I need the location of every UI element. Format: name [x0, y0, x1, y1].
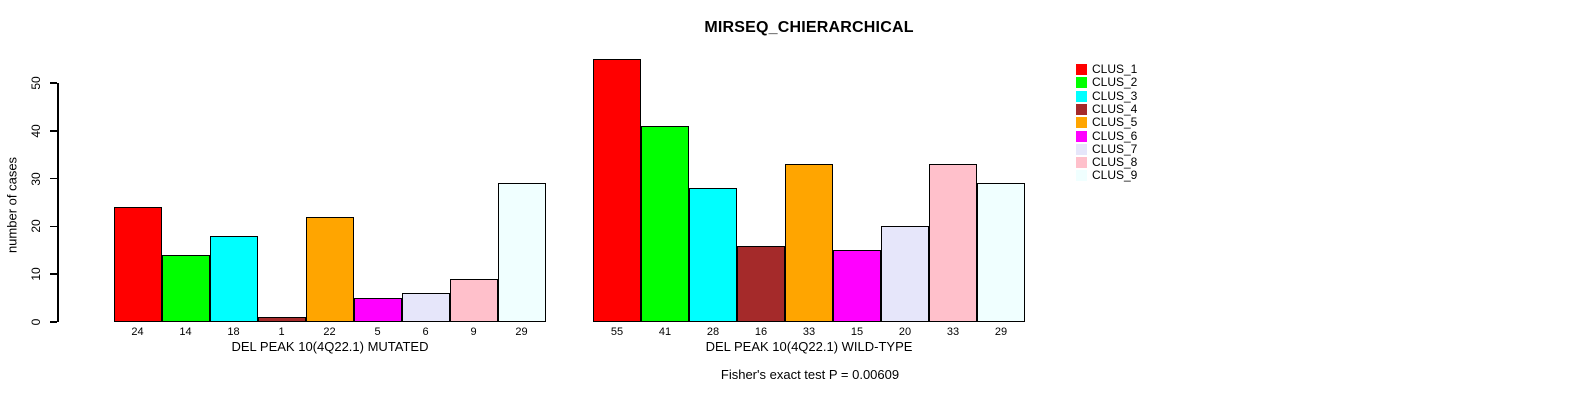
- bar-wildtype-clus-1: [593, 59, 641, 322]
- bar-wildtype-clus-3: [689, 188, 737, 322]
- legend-swatch: [1076, 103, 1087, 115]
- bar-value-label: 28: [706, 326, 720, 338]
- y-axis-tick: [50, 82, 57, 84]
- bar-value-label: 9: [470, 326, 477, 338]
- y-axis-tick: [50, 273, 57, 275]
- bar-value-label: 20: [898, 326, 912, 338]
- bar-value-label: 1: [278, 326, 285, 338]
- y-axis-tick: [50, 177, 57, 180]
- bar-mutated-clus-2: [161, 255, 210, 322]
- y-axis-tick: [50, 321, 57, 323]
- legend-label: CLUS_5: [1092, 115, 1138, 130]
- y-axis-line: [57, 83, 59, 322]
- x-axis-label-mutated: DEL PEAK 10(4Q22.1) MUTATED: [231, 339, 429, 354]
- bar-wildtype-clus-6: [833, 250, 881, 322]
- bar-wildtype-clus-4: [737, 245, 785, 322]
- bar-wildtype-clus-5: [785, 164, 833, 322]
- bar-mutated-clus-9: [497, 183, 546, 322]
- legend-swatch: [1076, 130, 1087, 142]
- y-axis-tick: [50, 130, 57, 132]
- legend-label: CLUS_7: [1092, 141, 1138, 156]
- legend-label: CLUS_8: [1092, 155, 1138, 170]
- bar-wildtype-clus-7: [881, 226, 929, 322]
- y-axis-tick-label: 10: [29, 267, 43, 281]
- bar-value-label: 41: [658, 326, 672, 338]
- y-axis-tick-label: 20: [29, 219, 43, 234]
- chart-title: MIRSEQ_CHIERARCHICAL: [704, 19, 914, 36]
- bar-value-label: 18: [227, 326, 240, 338]
- bar-value-label: 24: [131, 326, 144, 338]
- legend-label: CLUS_6: [1092, 128, 1138, 143]
- legend-swatch: [1076, 117, 1087, 129]
- x-axis-label-wildtype: DEL PEAK 10(4Q22.1) WILD-TYPE: [705, 339, 913, 354]
- bar-wildtype-clus-9: [977, 183, 1025, 322]
- bar-value-label: 15: [850, 326, 864, 338]
- legend-swatch: [1076, 77, 1087, 89]
- y-axis-tick-label: 30: [29, 171, 43, 186]
- legend-label: CLUS_2: [1092, 75, 1138, 90]
- bar-value-label: 22: [323, 326, 336, 338]
- bar-value-label: 6: [422, 326, 429, 338]
- legend-label: CLUS_9: [1092, 168, 1138, 183]
- legend-swatch: [1076, 90, 1087, 102]
- bar-mutated-clus-5: [305, 216, 354, 322]
- bar-value-label: 33: [946, 326, 960, 338]
- y-axis-label: number of cases: [4, 156, 20, 254]
- legend-swatch: [1076, 143, 1087, 155]
- bar-mutated-clus-7: [401, 293, 450, 322]
- legend-swatch: [1076, 170, 1087, 182]
- legend-label: CLUS_3: [1092, 88, 1138, 103]
- bar-mutated-clus-6: [353, 298, 402, 322]
- bar-mutated-clus-3: [209, 235, 258, 322]
- bar-value-label: 29: [515, 326, 528, 338]
- y-axis-tick-label: 50: [29, 76, 43, 90]
- legend-swatch: [1076, 64, 1087, 75]
- bar-wildtype-clus-2: [641, 126, 689, 322]
- pvalue-footnote: Fisher's exact test P = 0.00609: [720, 367, 900, 382]
- bar-mutated-clus-8: [449, 278, 498, 322]
- bar-wildtype-clus-8: [929, 164, 977, 322]
- bar-value-label: 14: [179, 326, 192, 338]
- legend-label: CLUS_1: [1092, 62, 1138, 76]
- legend-swatch: [1076, 157, 1087, 169]
- bar-value-label: 33: [802, 326, 816, 338]
- y-axis-tick: [50, 225, 57, 228]
- bar-value-label: 55: [610, 326, 624, 338]
- bar-value-label: 29: [994, 326, 1008, 338]
- legend-label: CLUS_4: [1092, 101, 1138, 116]
- y-axis-tick-label: 40: [29, 124, 43, 138]
- bar-value-label: 5: [374, 326, 381, 338]
- bar-value-label: 16: [754, 326, 768, 338]
- bar-mutated-clus-4: [257, 317, 306, 322]
- y-axis-tick-label: 0: [29, 318, 43, 326]
- bar-mutated-clus-1: [113, 207, 162, 322]
